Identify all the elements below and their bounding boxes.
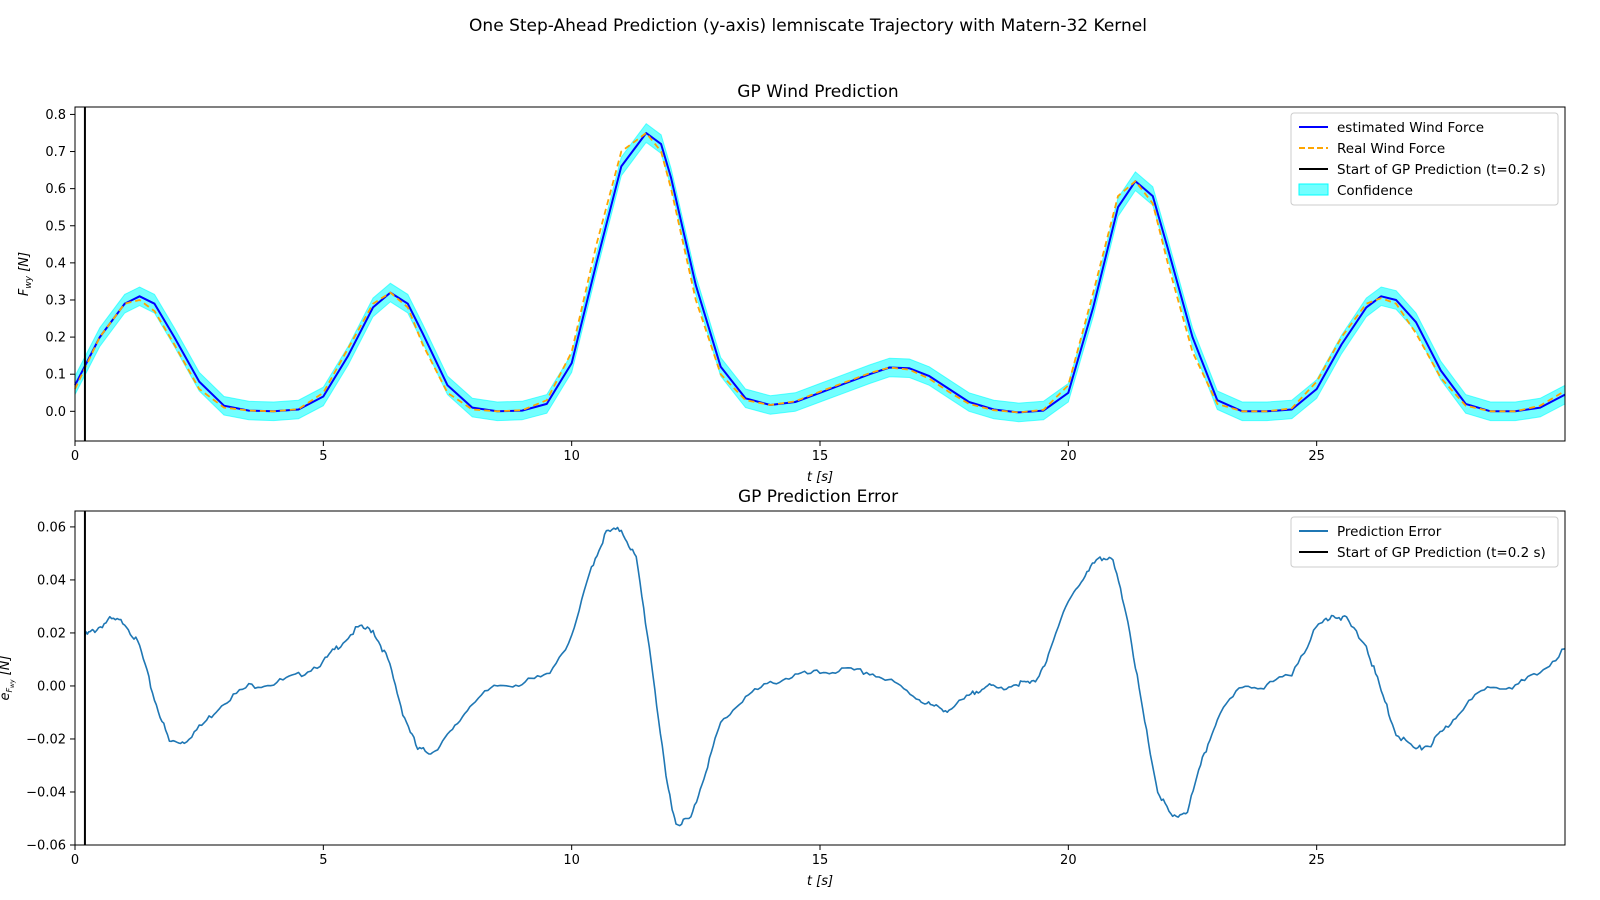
y-tick-label: 0.3 <box>45 293 66 308</box>
y-tick-label: 0.00 <box>37 679 66 694</box>
x-tick-label: 5 <box>319 853 327 868</box>
y-tick-label: 0.6 <box>45 182 66 197</box>
y-axis-label: eFwy [N] <box>0 655 16 700</box>
legend-box <box>1290 112 1559 206</box>
legend-label: Confidence <box>1337 183 1413 199</box>
series-line <box>74 132 1566 414</box>
x-tick-label: 25 <box>1308 853 1325 868</box>
x-tick-label: 0 <box>71 449 79 464</box>
legend: Prediction Error Start of GP Prediction (… <box>1290 516 1559 568</box>
y-tick-label: 0.0 <box>45 405 66 420</box>
panel-title: GP Prediction Error <box>738 487 898 507</box>
x-axis-label: t [s] <box>807 470 833 485</box>
x-tick-label: 10 <box>563 449 580 464</box>
x-axis-ticks: 0 5 10 15 20 25 <box>71 441 1325 464</box>
y-tick-label: 0.2 <box>45 331 66 346</box>
x-tick-label: 5 <box>319 449 327 464</box>
y-tick-label: 0.4 <box>45 256 66 271</box>
x-tick-label: 10 <box>563 853 580 868</box>
legend-swatch <box>1298 183 1329 196</box>
y-tick-label: 0.7 <box>45 145 66 160</box>
y-tick-label: 0.5 <box>45 219 66 234</box>
legend-label: Start of GP Prediction (t=0.2 s) <box>1337 162 1546 178</box>
panel-prediction-error: GP Prediction Error 0 5 10 15 20 25 −0.06−0.0… <box>0 487 1566 889</box>
y-tick-label: 0.1 <box>45 368 66 383</box>
y-axis-label: Fwy [N] <box>17 252 34 296</box>
x-tick-label: 15 <box>812 449 829 464</box>
legend-label: Real Wind Force <box>1337 141 1445 157</box>
y-tick-label: 0.04 <box>37 573 66 588</box>
x-tick-label: 15 <box>812 853 829 868</box>
x-axis-label: t [s] <box>807 874 833 889</box>
legend: estimated Wind Force Real Wind Force Start… <box>1290 112 1559 206</box>
legend-label: Start of GP Prediction (t=0.2 s) <box>1337 545 1546 561</box>
y-tick-label: 0.02 <box>37 626 66 641</box>
y-tick-label: 0.06 <box>37 520 66 535</box>
legend-label: estimated Wind Force <box>1337 120 1484 136</box>
x-axis-ticks: 0 5 10 15 20 25 <box>71 845 1325 868</box>
x-tick-label: 20 <box>1060 449 1077 464</box>
panel-title: GP Wind Prediction <box>737 82 898 102</box>
series-line <box>84 526 1566 827</box>
panel-wind-prediction: GP Wind Prediction 0 5 10 15 20 25 0.00.10.20… <box>17 82 1566 485</box>
y-tick-label: −0.04 <box>26 785 66 800</box>
figure-suptitle: One Step-Ahead Prediction (y-axis) lemni… <box>469 16 1147 36</box>
legend-box <box>1290 516 1559 568</box>
y-axis-ticks: 0.0 0.1 0.2 0.3 0.4 0.5 0.6 0.7 0.8 <box>45 108 75 420</box>
y-tick-label: −0.06 <box>26 839 66 854</box>
series-line <box>74 132 1566 414</box>
y-tick-label: −0.02 <box>26 732 66 747</box>
x-tick-label: 20 <box>1060 853 1077 868</box>
y-tick-label: 0.8 <box>45 108 66 123</box>
x-tick-label: 25 <box>1308 449 1325 464</box>
y-axis-ticks: −0.06 −0.04 −0.02 0.00 0.02 0.04 0.06 <box>26 520 75 854</box>
x-tick-label: 0 <box>71 853 79 868</box>
legend-label: Prediction Error <box>1337 524 1442 540</box>
